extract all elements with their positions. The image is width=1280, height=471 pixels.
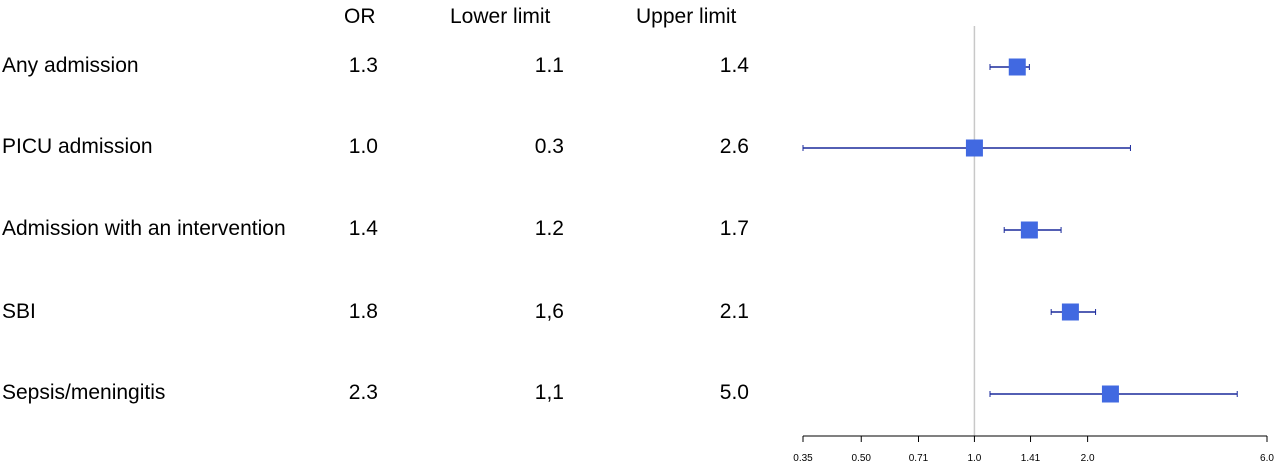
or-marker [1008,58,1026,76]
x-tick-label: 1.41 [1021,453,1041,464]
header-upper-limit: Upper limit [636,5,737,28]
row-or: 2.3 [348,381,378,404]
row-label: SBI [2,300,36,323]
row-or: 1.8 [348,300,378,323]
or-marker [965,139,983,157]
x-tick-label: 2.0 [1081,453,1095,464]
row-upper-limit: 1.4 [719,54,749,77]
row-lower-limit: 1,1 [534,381,564,404]
row-label: Sepsis/meningitis [2,381,166,404]
row-label: Any admission [2,54,139,77]
row-upper-limit: 5.0 [719,381,749,404]
or-marker [1101,385,1119,403]
row-lower-limit: 1.2 [534,217,564,240]
row-or: 1.0 [348,135,378,158]
row-upper-limit: 1.7 [719,217,749,240]
header-lower-limit: Lower limit [450,5,551,28]
row-upper-limit: 2.1 [719,300,749,323]
row-label: PICU admission [2,135,153,158]
x-tick-label: 0.71 [909,453,929,464]
x-tick-label: 0.35 [793,453,813,464]
row-lower-limit: 1.1 [534,54,564,77]
x-tick-label: 1.0 [967,453,981,464]
row-or: 1.4 [348,217,378,240]
or-marker [1020,221,1038,239]
header-or: OR [344,5,376,28]
row-lower-limit: 0.3 [534,135,564,158]
row-lower-limit: 1,6 [534,300,564,323]
x-tick-label: 0.50 [852,453,872,464]
row-or: 1.3 [348,54,378,77]
or-marker [1061,303,1079,321]
x-tick-label: 6.0 [1260,453,1274,464]
row-label: Admission with an intervention [2,217,286,240]
row-upper-limit: 2.6 [719,135,749,158]
